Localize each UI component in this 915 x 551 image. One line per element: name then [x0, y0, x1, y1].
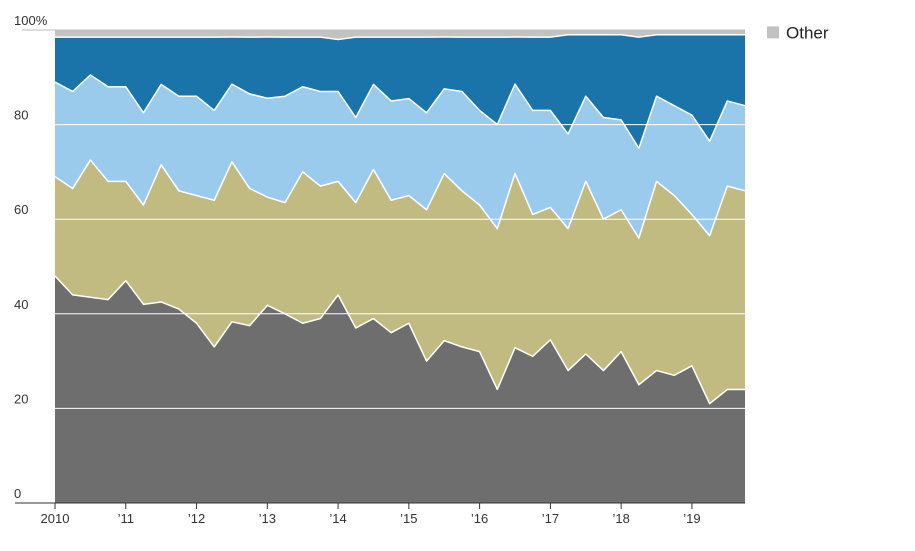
x-tick-label: ’12: [188, 511, 205, 526]
boundary-coal: [54, 275, 745, 405]
boundary-renewables: [55, 33, 745, 41]
y-tick-label: 40: [14, 297, 28, 312]
x-tick-label: ’18: [612, 511, 629, 526]
legend: COALNatural gasNuclearRenewablesOther: [767, 23, 829, 42]
legend-swatch: [767, 26, 779, 39]
gridlines: [22, 29, 745, 409]
boundary-natural-gas: [54, 159, 746, 239]
area-other: [55, 30, 745, 40]
x-tick-label: ’15: [400, 511, 417, 526]
axes: 0 20 40 60 80 100% 2010 ’11 ’12 ’13 ’14 ’15 ’16 ’17 ’1…: [14, 13, 745, 526]
x-tick-label: 2010: [41, 511, 70, 526]
y-tick-label: 80: [14, 108, 28, 123]
y-tick-label: 60: [14, 202, 28, 217]
x-tick-label: ’13: [259, 511, 276, 526]
area-natural-gas: [55, 160, 745, 404]
area-coal: [55, 275, 745, 503]
area-renewables: [55, 34, 745, 149]
area-layers: [54, 30, 746, 503]
legend-item-other: Other: [767, 23, 829, 42]
area-nuclear: [55, 74, 745, 239]
y-tick-label: 100%: [14, 13, 48, 28]
y-tick-label: 0: [14, 486, 21, 501]
x-tick-label: ’11: [118, 511, 134, 526]
y-tick-label: 20: [14, 391, 28, 406]
x-tick-label: ’14: [329, 511, 346, 526]
boundary-nuclear: [54, 74, 746, 149]
legend-label: Other: [786, 23, 829, 42]
x-tick-label: ’19: [683, 511, 700, 526]
x-tick-label: ’16: [471, 511, 488, 526]
x-tick-label: ’17: [542, 511, 559, 526]
